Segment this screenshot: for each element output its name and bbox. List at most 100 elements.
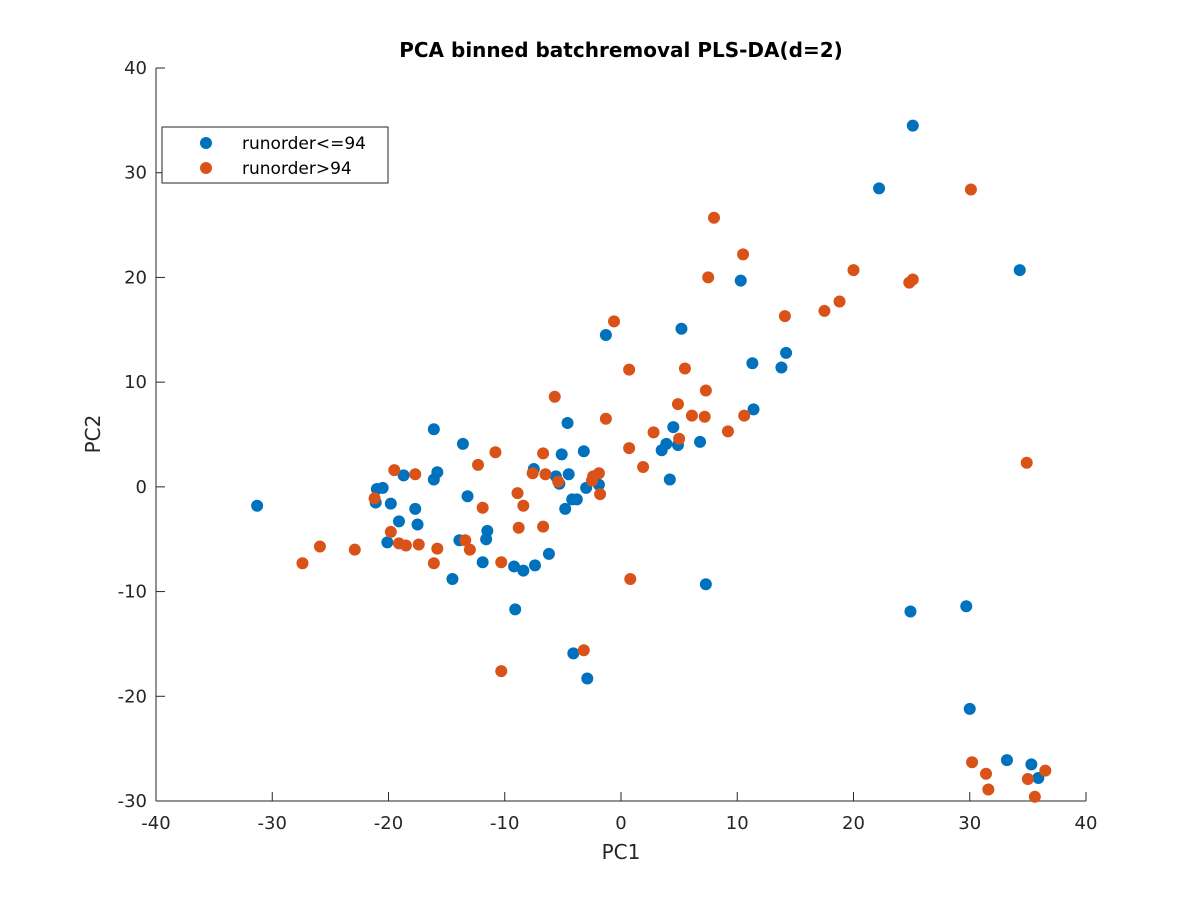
data-point — [512, 521, 525, 534]
data-point — [489, 446, 502, 459]
y-tick-label: -30 — [118, 791, 147, 812]
data-point — [599, 329, 612, 342]
x-tick-label: -30 — [258, 813, 287, 834]
data-point — [446, 573, 459, 586]
data-point — [624, 573, 637, 586]
data-point — [368, 492, 381, 505]
data-point — [555, 448, 568, 461]
y-tick-label: 10 — [124, 372, 147, 393]
data-point — [966, 756, 979, 769]
data-point — [463, 543, 476, 556]
series-2 — [296, 183, 1052, 803]
data-point — [980, 767, 993, 780]
data-point — [399, 539, 412, 552]
data-point — [663, 473, 676, 486]
data-point — [552, 475, 565, 488]
data-point — [708, 211, 720, 224]
data-point — [476, 501, 489, 514]
data-point — [699, 578, 712, 591]
data-point — [539, 468, 552, 481]
data-point — [1000, 754, 1013, 767]
data-point — [570, 493, 583, 506]
data-point — [738, 409, 751, 422]
x-tick-label: -20 — [374, 813, 403, 834]
data-point — [734, 274, 747, 287]
data-point — [577, 445, 590, 458]
legend-marker — [200, 137, 212, 149]
data-point — [592, 467, 605, 480]
data-point — [381, 536, 394, 549]
data-point — [397, 469, 410, 482]
data-point — [818, 304, 831, 317]
y-tick-label: -20 — [118, 686, 147, 707]
data-point — [472, 458, 485, 471]
y-tick-label: 20 — [124, 267, 147, 288]
data-point — [562, 468, 575, 481]
data-point — [647, 426, 660, 439]
data-point — [594, 488, 607, 501]
data-point — [778, 310, 791, 323]
data-point — [459, 534, 472, 547]
data-point — [698, 410, 711, 423]
data-point — [412, 538, 425, 551]
data-point — [694, 435, 707, 448]
x-axis-label: PC1 — [602, 840, 641, 864]
x-tick-label: -10 — [490, 813, 519, 834]
x-tick-label: -40 — [141, 813, 170, 834]
data-point — [542, 547, 555, 560]
y-tick-label: 0 — [136, 477, 147, 498]
data-point — [409, 502, 422, 515]
data-point — [411, 518, 424, 531]
data-point — [685, 409, 698, 422]
data-point — [667, 421, 680, 434]
data-point — [671, 398, 684, 411]
legend: runorder<=94 runorder>94 — [161, 126, 389, 184]
y-tick-label: 40 — [124, 58, 147, 79]
data-point — [495, 556, 508, 569]
data-point — [528, 559, 541, 572]
data-point — [509, 603, 522, 616]
data-point — [1039, 764, 1052, 777]
data-point — [517, 564, 530, 577]
data-point — [737, 248, 750, 261]
data-point — [567, 647, 580, 660]
data-point — [747, 403, 760, 416]
data-point — [660, 437, 673, 450]
data-point — [678, 362, 691, 375]
data-point — [548, 390, 561, 403]
data-point — [409, 468, 422, 481]
data-point — [1013, 264, 1026, 277]
data-point — [1020, 456, 1033, 469]
data-point — [982, 783, 995, 796]
legend-box — [161, 126, 389, 184]
data-point — [495, 665, 508, 678]
data-point — [906, 119, 919, 132]
data-point — [537, 520, 550, 533]
data-point — [537, 447, 550, 460]
data-point — [833, 295, 846, 308]
data-point — [599, 412, 612, 425]
data-point — [526, 467, 539, 480]
data-point — [456, 437, 469, 450]
data-point — [964, 183, 977, 196]
data-point — [476, 556, 489, 569]
y-tick-label: 30 — [124, 163, 147, 184]
data-point — [960, 600, 973, 613]
data-point — [427, 423, 440, 436]
data-point — [581, 672, 594, 685]
data-point — [431, 542, 444, 555]
data-points — [251, 119, 1052, 803]
data-point — [623, 363, 636, 376]
data-point — [775, 361, 788, 374]
data-point — [384, 525, 397, 538]
data-point — [313, 540, 326, 553]
data-point — [376, 481, 389, 494]
data-point — [702, 271, 715, 284]
data-point — [906, 273, 919, 286]
chart-title: PCA binned batchremoval PLS-DA(d=2) — [399, 38, 843, 62]
x-tick-label: 30 — [958, 813, 981, 834]
y-tick-label: -10 — [118, 582, 147, 603]
data-point — [427, 557, 440, 570]
